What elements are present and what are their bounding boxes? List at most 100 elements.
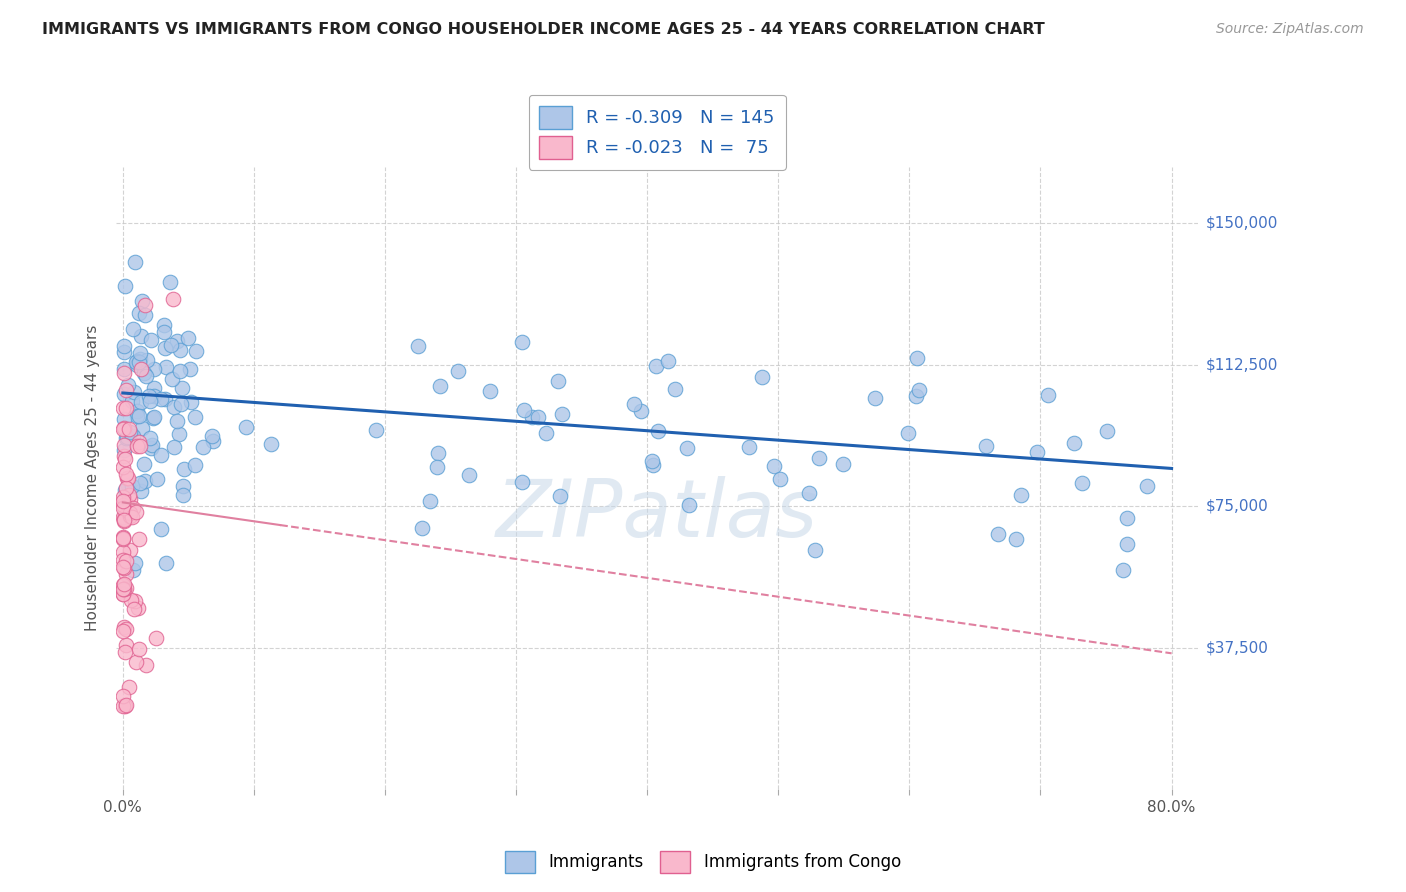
- Point: [510, 475, 533, 489]
- Point: [128, 642, 150, 657]
- Point: [118, 491, 141, 506]
- Point: [160, 338, 183, 352]
- Point: [128, 409, 150, 423]
- Point: [117, 470, 139, 484]
- Point: [111, 509, 134, 524]
- Point: [1026, 444, 1049, 458]
- Point: [1036, 388, 1059, 402]
- Point: [111, 500, 134, 515]
- Point: [1136, 479, 1159, 493]
- Point: [131, 294, 153, 309]
- Point: [118, 508, 141, 523]
- Point: [112, 443, 135, 458]
- Point: [112, 587, 135, 601]
- Point: [896, 426, 918, 441]
- Point: [114, 554, 136, 568]
- Point: [986, 526, 1008, 541]
- Point: [112, 531, 135, 545]
- Point: [170, 397, 193, 411]
- Point: [548, 489, 571, 503]
- Point: [129, 346, 152, 360]
- Point: [163, 440, 186, 454]
- Text: $150,000: $150,000: [1206, 216, 1278, 231]
- Point: [172, 478, 194, 492]
- Point: [114, 483, 136, 498]
- Point: [908, 383, 931, 397]
- Point: [129, 395, 152, 409]
- Point: [111, 460, 134, 475]
- Point: [141, 438, 163, 452]
- Point: [111, 578, 134, 592]
- Point: [112, 513, 135, 527]
- Point: [112, 515, 135, 529]
- Point: [146, 472, 169, 486]
- Point: [155, 359, 177, 374]
- Point: [118, 543, 141, 558]
- Point: [183, 458, 205, 473]
- Point: [807, 450, 830, 465]
- Point: [125, 358, 148, 372]
- Point: [115, 638, 138, 652]
- Point: [163, 401, 186, 415]
- Point: [153, 325, 176, 339]
- Legend: Immigrants, Immigrants from Congo: Immigrants, Immigrants from Congo: [498, 845, 908, 880]
- Point: [645, 359, 668, 374]
- Point: [139, 431, 162, 445]
- Point: [122, 602, 145, 616]
- Point: [510, 335, 533, 350]
- Point: [172, 381, 194, 395]
- Point: [134, 298, 156, 312]
- Point: [115, 481, 138, 495]
- Point: [664, 382, 686, 396]
- Point: [125, 655, 148, 669]
- Point: [676, 441, 699, 455]
- Point: [112, 533, 135, 547]
- Point: [129, 483, 152, 498]
- Point: [115, 430, 138, 444]
- Legend: R = -0.309   N = 145, R = -0.023   N =  75: R = -0.309 N = 145, R = -0.023 N = 75: [529, 95, 786, 170]
- Point: [406, 338, 429, 352]
- Point: [114, 278, 136, 293]
- Point: [115, 431, 138, 445]
- Point: [526, 410, 548, 425]
- Point: [120, 506, 142, 520]
- Point: [153, 392, 176, 406]
- Point: [112, 421, 135, 435]
- Point: [112, 490, 135, 504]
- Point: [114, 566, 136, 581]
- Point: [124, 255, 146, 269]
- Point: [115, 698, 138, 712]
- Point: [180, 395, 202, 409]
- Point: [1005, 532, 1028, 546]
- Point: [135, 368, 157, 383]
- Point: [551, 407, 574, 421]
- Text: $112,500: $112,500: [1206, 357, 1278, 372]
- Point: [1097, 424, 1119, 438]
- Point: [114, 451, 136, 466]
- Point: [112, 530, 135, 544]
- Point: [120, 592, 142, 607]
- Point: [657, 354, 679, 368]
- Text: $37,500: $37,500: [1206, 640, 1270, 655]
- Text: $75,000: $75,000: [1206, 499, 1268, 514]
- Point: [260, 437, 283, 451]
- Point: [520, 409, 543, 424]
- Point: [166, 414, 188, 428]
- Point: [647, 424, 669, 438]
- Point: [132, 367, 155, 381]
- Point: [114, 699, 136, 714]
- Point: [447, 364, 470, 378]
- Point: [112, 582, 135, 597]
- Point: [149, 522, 172, 536]
- Point: [111, 422, 134, 436]
- Point: [118, 422, 141, 436]
- Point: [112, 412, 135, 426]
- Point: [115, 582, 138, 596]
- Point: [112, 561, 135, 575]
- Point: [169, 363, 191, 377]
- Point: [513, 403, 536, 417]
- Point: [1071, 475, 1094, 490]
- Point: [1010, 488, 1032, 502]
- Point: [678, 498, 700, 512]
- Point: [112, 624, 135, 639]
